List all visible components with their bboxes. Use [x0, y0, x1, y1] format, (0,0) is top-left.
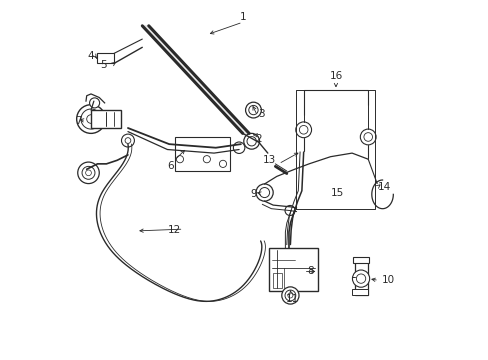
Circle shape [89, 98, 100, 108]
Circle shape [246, 136, 256, 146]
Text: 12: 12 [167, 225, 181, 235]
Text: 13: 13 [263, 155, 276, 165]
Circle shape [352, 270, 369, 287]
Circle shape [281, 287, 298, 304]
Bar [354, 262, 367, 295]
Text: 2: 2 [254, 134, 261, 144]
Circle shape [287, 293, 292, 298]
Circle shape [248, 105, 258, 115]
Circle shape [78, 162, 99, 184]
Text: 1: 1 [239, 12, 245, 22]
Text: 7: 7 [75, 116, 82, 126]
Circle shape [121, 134, 134, 147]
Circle shape [203, 156, 210, 163]
Bar [174, 137, 230, 171]
Circle shape [285, 290, 295, 301]
Bar [352, 257, 368, 263]
Bar [97, 53, 114, 63]
Bar [91, 110, 121, 128]
Circle shape [244, 134, 259, 149]
Circle shape [176, 156, 183, 163]
Polygon shape [142, 26, 249, 134]
Circle shape [77, 105, 105, 134]
Circle shape [85, 170, 91, 176]
Circle shape [82, 166, 95, 179]
Bar [351, 289, 367, 296]
Text: 6: 6 [167, 161, 174, 171]
Circle shape [125, 138, 131, 143]
Text: 16: 16 [328, 71, 342, 81]
Text: 4: 4 [87, 51, 94, 61]
Circle shape [86, 115, 95, 123]
Circle shape [81, 109, 101, 129]
Text: 9: 9 [250, 189, 256, 199]
Circle shape [360, 129, 375, 145]
Circle shape [295, 122, 311, 138]
Circle shape [233, 142, 244, 153]
Circle shape [259, 188, 269, 198]
Circle shape [245, 102, 261, 118]
Text: 11: 11 [285, 294, 299, 304]
Bar [273, 273, 282, 288]
Circle shape [285, 206, 294, 216]
Bar [268, 248, 318, 291]
Circle shape [219, 160, 226, 167]
Text: 10: 10 [381, 275, 394, 285]
Circle shape [363, 133, 372, 141]
Text: 14: 14 [377, 182, 390, 192]
Circle shape [356, 274, 365, 283]
Text: 5: 5 [101, 60, 107, 70]
Text: 3: 3 [258, 109, 264, 119]
Circle shape [299, 126, 307, 134]
Circle shape [255, 184, 273, 201]
Text: 8: 8 [307, 266, 313, 276]
Text: 15: 15 [330, 188, 344, 198]
